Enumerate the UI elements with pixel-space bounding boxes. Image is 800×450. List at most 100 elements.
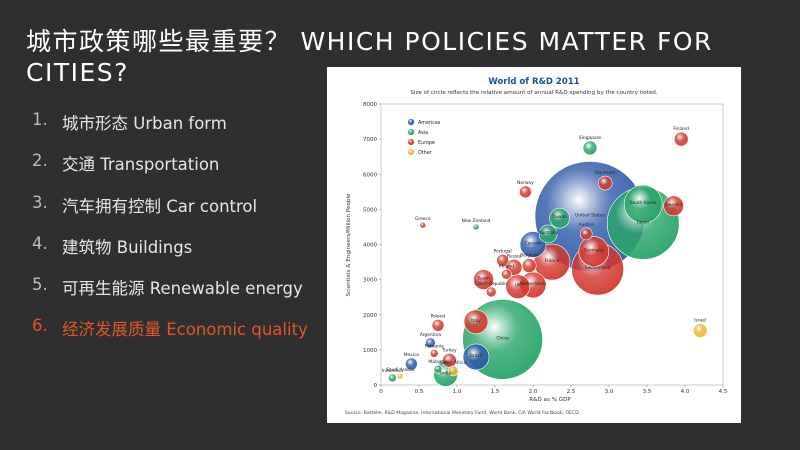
bubble-label: Japan [636,219,649,225]
list-text: 建筑物 Buildings [62,237,193,257]
list-text: 交通 Transportation [62,155,220,175]
list-text: 经济发展质量 Economic quality [62,320,308,340]
bubble-norway [519,185,532,199]
bubble-label: Indonesia [382,368,404,374]
x-axis-label: R&D as % GDP [529,397,571,403]
bubble-label: Singapore [579,135,601,141]
y-tick-label: 6000 [363,172,377,178]
bubble-label: Canada [525,241,542,247]
y-axis-label: Scientists & Engineers/Million People [346,193,352,296]
bubble-label: Italy [471,318,481,324]
bubble-label: India [440,370,451,376]
chart-legend: Americas Asia Europe Other [407,118,441,156]
bubble-label: Mexico [404,352,420,358]
bubble-label: Belgium [520,253,538,259]
bubble-label: France [545,258,560,264]
bubble-label: Turkey [441,347,457,353]
y-tick-label: 0 [374,383,378,389]
list-text: 可再生能源 Renewable energy [62,279,303,299]
chart-title: World of R&D 2011 [488,77,579,87]
bubble-taiwan [549,207,570,229]
list-number: 2. [32,151,48,171]
rd-bubble-chart: World of R&D 2011 Size of circle reflect… [327,67,741,423]
list-text: 汽车拥有控制 Car control [62,196,258,216]
y-tick-label: 7000 [363,137,377,143]
bubble-label: Russia [507,253,521,259]
bubble-label: Ireland [499,263,514,269]
y-tick-label: 4000 [363,243,377,249]
bubble-label: South Africa [440,360,467,366]
chart-svg: World of R&D 2011 Size of circle reflect… [345,77,728,416]
x-tick-label: 4.0 [681,389,690,395]
list-number: 6. [32,316,48,336]
bubble-label: UK [515,283,521,289]
legend-label: Europe [418,140,435,146]
bubble-label: Spain [477,276,489,282]
bubble-label: Portugal [494,248,512,254]
bubble-label: Switzerland [585,265,611,271]
bubble-label: Finland [673,126,689,132]
list-number: 4. [32,233,48,253]
chart-bubbles [388,131,708,387]
bubble-israel [692,323,708,338]
y-tick-label: 3000 [363,278,377,284]
bubble-label: Greece [415,216,431,222]
bubble-ireland [501,269,512,280]
x-tick-label: 0.5 [415,389,424,395]
bubble-label: Czech Republic [474,281,508,287]
y-tick-label: 2000 [363,313,377,319]
legend-swatch [407,148,415,156]
y-tick-label: 8000 [363,102,377,108]
bubble-denmark [597,175,613,191]
bubble-finland [673,131,689,147]
list-item: 3. 汽车拥有控制 Car control [32,193,308,234]
list-text: 城市形态 Urban form [62,114,227,133]
bubble-argentina [425,337,436,349]
bubble-label: Saudi Arabia [386,367,414,373]
slide-title: 城市政策哪些最重要？ WHICH POLICIES MATTER FOR CIT… [26,27,713,87]
chart-source: Source: Battelle, R&D Magazine, Internat… [345,410,579,416]
x-tick-label: 4.5 [719,389,728,395]
bubble-greece [419,221,427,229]
bubble-label: Argentina [420,332,442,338]
bubble-label: Sweden [665,202,683,208]
bubble-new-zealand [472,223,480,231]
bubble-label: Norway [517,180,534,186]
bubble-label: Malaysia [428,359,447,365]
list-item: 1. 城市形态 Urban form [32,110,308,151]
bubble-label: Australia [538,230,558,236]
bubble-portugal [496,254,509,267]
bubble-label: Poland [431,313,446,319]
bubble-malaysia [433,364,443,374]
bubble-singapore [582,140,598,156]
legend-swatch [407,138,415,146]
x-tick-label: 2.5 [567,389,576,395]
bubble-label: Denmark [595,170,616,176]
bubble-label: Brazil [470,353,482,359]
bubble-germany [578,236,610,267]
bubble-label: United States [575,212,605,218]
bubble-label: South Korea [630,200,657,206]
bubble-south-africa [447,365,459,377]
bubble-spain [473,269,494,290]
x-tick-label: 1.5 [491,389,500,395]
bubble-brazil [462,343,490,371]
list-number: 1. [32,110,48,129]
bubble-label: China [496,335,509,341]
y-tick-label: 5000 [363,207,377,213]
legend-swatch [407,118,415,126]
list-number: 3. [32,192,48,212]
bubble-label: New Zealand [462,218,491,224]
bubble-label: Taiwan [551,214,567,220]
bubble-italy [463,309,489,335]
chart-subtitle: Size of circle reflects the relative amo… [410,90,658,96]
bubble-saudi-arabia [396,372,404,380]
legend-label: Other [418,150,432,156]
legend-label: Asia [418,130,428,136]
bubble-poland [431,318,445,332]
list-item: 5. 可再生能源 Renewable energy [32,275,308,316]
list-item: 2. 交通 Transportation [32,151,308,192]
bubble-belgium [521,258,537,273]
bubble-canada [519,231,547,258]
bubble-czech-republic [485,286,497,298]
